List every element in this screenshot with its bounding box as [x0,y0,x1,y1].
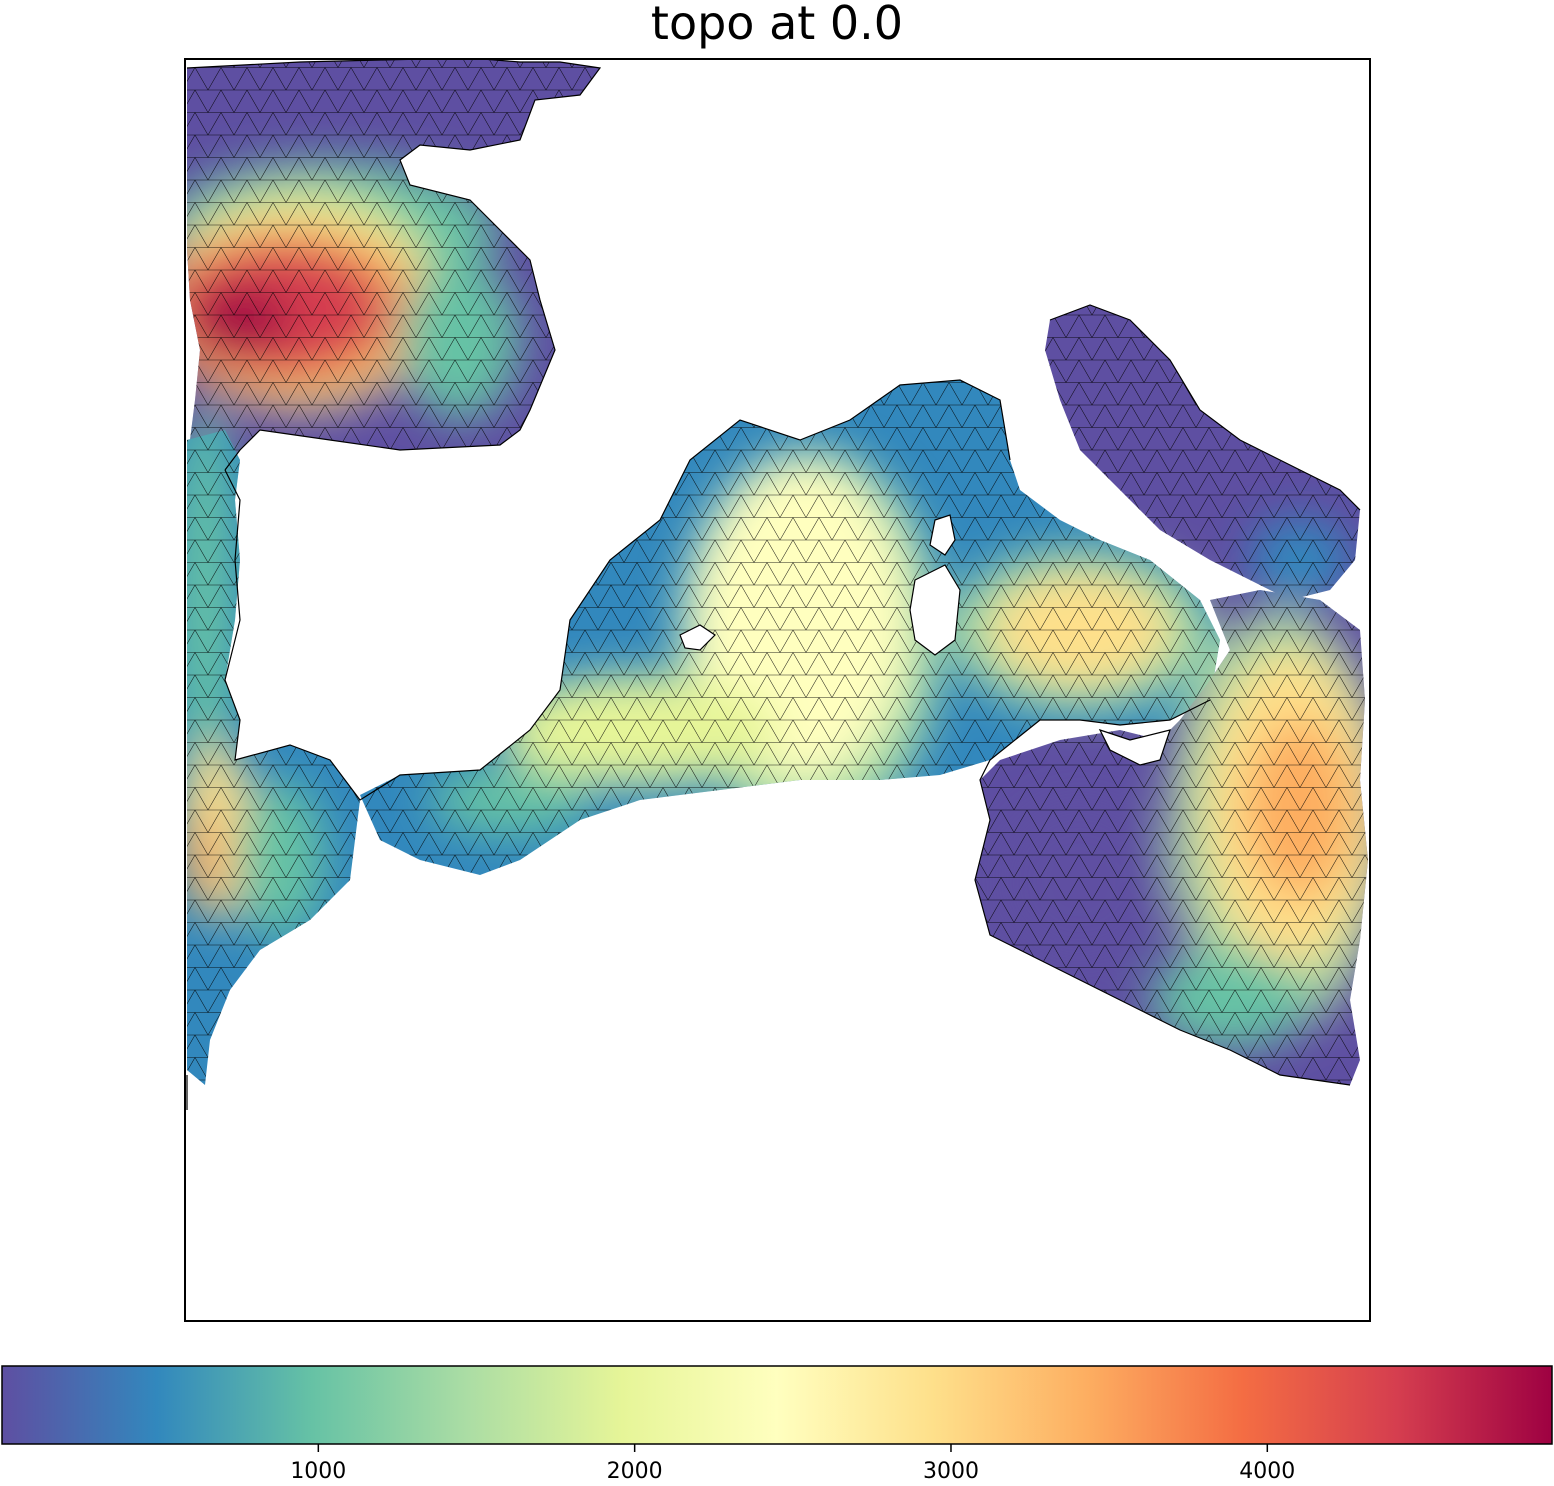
map-axes-frame [184,58,1371,1322]
plot-title: topo at 0.0 [650,0,904,50]
colorbar-tick-label: 3000 [923,1459,979,1484]
balearic-island [679,624,716,651]
sardinia-island [909,564,961,656]
colorbar-tick-label: 4000 [1239,1459,1295,1484]
colorbar: 1000 2000 3000 4000 [1,1365,1553,1484]
colorbar-ticks: 1000 2000 3000 4000 [290,1444,1295,1484]
colorbar-tick-label: 2000 [607,1459,663,1484]
sicily-island [1098,728,1171,766]
colorbar-bar [1,1365,1553,1445]
colorbar-tick-label: 1000 [290,1459,346,1484]
corsica-island [929,514,956,556]
islands [679,514,1171,766]
